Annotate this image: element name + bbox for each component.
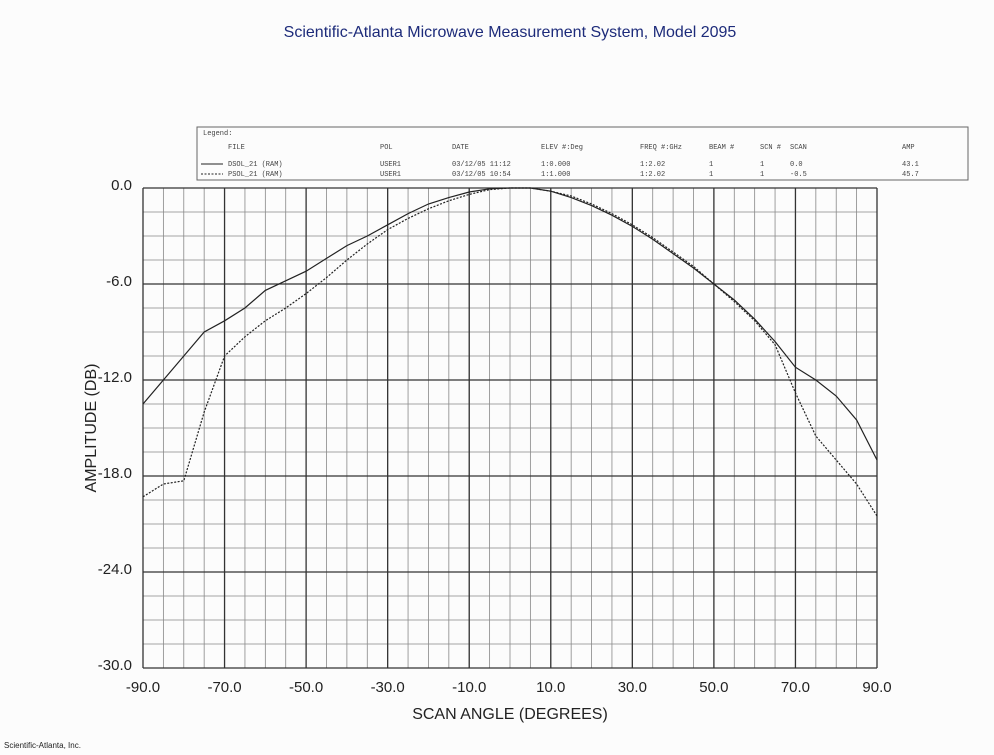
legend-cell: 0.0: [790, 161, 803, 169]
x-tick-label: -30.0: [371, 679, 405, 696]
y-tick-label: -12.0: [98, 369, 132, 386]
legend-cell: 03/12/05 11:12: [452, 161, 511, 169]
legend-cell: 1: [709, 161, 713, 169]
chart-title: Scientific-Atlanta Microwave Measurement…: [284, 24, 737, 41]
series-line: [142, 187, 878, 461]
legend-cell: 03/12/05 10:54: [452, 171, 511, 179]
legend-cell: 1:2.02: [640, 161, 665, 169]
x-tick-label: -70.0: [207, 679, 241, 696]
series-line: [142, 187, 878, 517]
legend-cell: 43.1: [902, 161, 919, 169]
legend-cell: 1: [760, 161, 764, 169]
legend-cell: 1:2.02: [640, 171, 665, 179]
x-tick-label: 30.0: [618, 679, 647, 696]
y-tick-label: -18.0: [98, 465, 132, 482]
legend-header: ELEV #:Deg: [541, 144, 583, 152]
y-tick-label: -30.0: [98, 657, 132, 674]
x-tick-label: -10.0: [452, 679, 486, 696]
legend-header: FILE: [228, 144, 245, 152]
footer: Scientific-Atlanta, Inc.: [4, 741, 81, 750]
legend-title: Legend:: [203, 130, 232, 138]
legend-header: BEAM #: [709, 144, 734, 152]
legend-cell: 45.7: [902, 171, 919, 179]
legend-header: AMP: [902, 144, 915, 152]
legend-header: POL: [380, 144, 393, 152]
legend-entry: DSOL_21 (RAM): [228, 161, 283, 169]
x-tick-label: 70.0: [781, 679, 810, 696]
legend-cell: 1:0.000: [541, 161, 570, 169]
x-tick-label: -50.0: [289, 679, 323, 696]
x-axis-label: SCAN ANGLE (DEGREES): [412, 706, 608, 723]
legend-cell: 1: [760, 171, 764, 179]
legend-cell: 1:1.000: [541, 171, 570, 179]
legend-cell: 1: [709, 171, 713, 179]
legend-header: FREQ #:GHz: [640, 144, 682, 152]
x-tick-label: -90.0: [126, 679, 160, 696]
legend-header: SCN #: [760, 144, 781, 152]
y-tick-label: 0.0: [111, 177, 132, 194]
x-tick-label: 50.0: [699, 679, 728, 696]
legend-box: [196, 126, 969, 181]
legend-cell: USER1: [380, 171, 401, 179]
x-tick-label: 90.0: [862, 679, 891, 696]
x-tick-label: 10.0: [536, 679, 565, 696]
y-tick-label: -24.0: [98, 561, 132, 578]
legend-cell: -0.5: [790, 171, 807, 179]
legend-header: SCAN: [790, 144, 807, 152]
y-tick-label: -6.0: [106, 273, 132, 290]
legend-cell: USER1: [380, 161, 401, 169]
legend-entry: PSOL_21 (RAM): [228, 171, 283, 179]
y-axis-label: AMPLITUDE (DB): [83, 364, 100, 493]
legend-header: DATE: [452, 144, 469, 152]
